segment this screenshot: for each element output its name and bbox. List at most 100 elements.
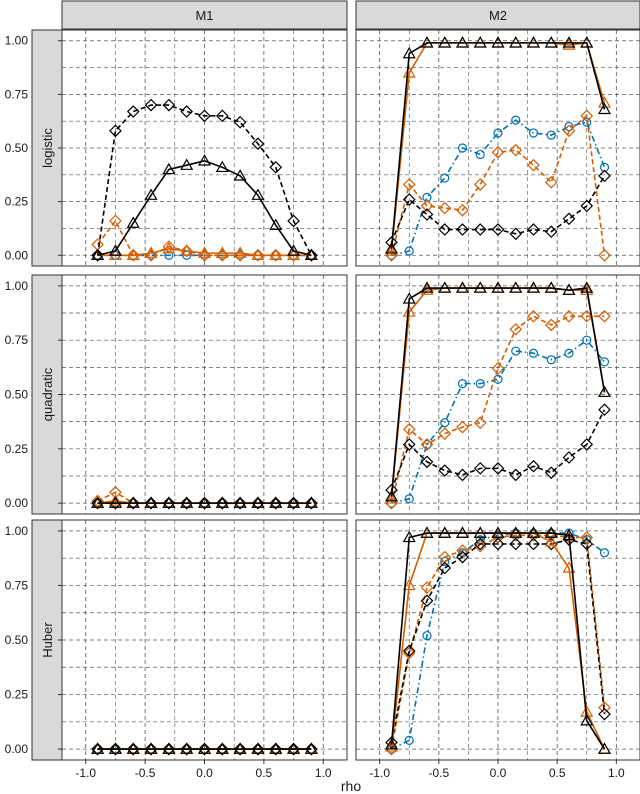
y-tick-label: 0.75 [5, 578, 29, 592]
data-point-circle [475, 149, 485, 160]
x-tick-label: 0.0 [490, 766, 507, 780]
data-point-triangle [597, 742, 612, 754]
data-point-circle [511, 346, 521, 356]
data-point-triangle [597, 385, 612, 398]
data-point-triangle [544, 281, 558, 293]
data-point-diamond [580, 199, 594, 213]
data-point-diamond [438, 201, 452, 215]
data-point-triangle [91, 496, 105, 508]
data-point-diamond [544, 466, 558, 480]
x-axis-title: rho [341, 778, 361, 794]
data-point-diamond [198, 742, 211, 756]
x-tick-label: 0.0 [196, 766, 213, 780]
data-point-diamond [109, 124, 122, 138]
data-point-diamond [473, 178, 487, 191]
x-tick-label: -0.5 [135, 766, 156, 780]
data-point-triangle [162, 496, 176, 508]
data-point-diamond [527, 459, 540, 473]
data-point-diamond [491, 145, 505, 159]
data-point-circle [422, 192, 432, 202]
data-point-triangle [384, 489, 399, 502]
series-line-black-triangle [390, 532, 606, 750]
data-point-diamond [527, 309, 540, 323]
data-point-diamond [509, 322, 523, 336]
data-point-diamond [456, 203, 469, 217]
data-point-diamond [215, 742, 229, 756]
data-point-triangle [438, 526, 452, 538]
data-point-circle [422, 631, 432, 641]
data-point-diamond [598, 309, 611, 323]
data-point-diamond [180, 244, 194, 258]
panel-border [355, 29, 640, 267]
data-point-triangle [180, 244, 194, 256]
data-point-triangle [144, 496, 158, 508]
data-point-triangle [384, 738, 399, 750]
data-point-diamond [144, 98, 158, 112]
data-point-triangle [455, 36, 470, 48]
data-point-diamond [491, 362, 505, 375]
data-point-diamond [144, 742, 158, 756]
y-tick-label: 0.25 [5, 442, 29, 456]
data-point-diamond [509, 537, 523, 551]
data-point-circle [599, 357, 610, 367]
data-point-circle [440, 173, 450, 183]
data-point-diamond [456, 420, 469, 434]
data-point-triangle [251, 188, 265, 200]
column-strip-label: M1 [195, 8, 213, 23]
y-tick-label: 0.50 [5, 633, 29, 647]
data-point-triangle [269, 496, 283, 508]
data-point-diamond [473, 462, 487, 475]
data-point-diamond [126, 496, 140, 510]
data-point-triangle [473, 526, 487, 538]
data-point-diamond [215, 496, 229, 510]
data-point-diamond [438, 561, 452, 575]
panel-backgrounds [62, 30, 640, 760]
data-point-diamond [438, 223, 452, 236]
data-point-diamond [544, 175, 558, 189]
data-point-diamond [473, 537, 487, 551]
data-point-triangle [180, 158, 194, 170]
series-line-orange-diamond [390, 114, 606, 256]
y-tick-label: 0.00 [5, 742, 29, 756]
data-point-triangle [580, 36, 594, 48]
data-point-diamond [438, 464, 452, 477]
data-point-triangle [162, 242, 176, 254]
data-point-triangle [402, 578, 416, 591]
data-point-circle [164, 250, 174, 260]
data-point-diamond [420, 581, 434, 594]
row-strip-logistic [31, 29, 63, 267]
data-point-diamond [527, 158, 540, 172]
data-point-diamond [251, 248, 265, 262]
data-point-diamond [438, 427, 452, 440]
data-point-triangle [233, 742, 247, 754]
data-point-triangle [402, 66, 416, 78]
data-point-triangle [304, 742, 318, 754]
data-point-triangle [384, 492, 399, 504]
data-point-triangle [562, 38, 576, 50]
data-point-diamond [544, 225, 558, 239]
data-point-triangle [126, 742, 140, 754]
series-line-orange-triangle [97, 248, 312, 257]
data-point-diamond [473, 223, 487, 236]
data-point-triangle [526, 281, 541, 293]
x-tick-label: 1.0 [315, 766, 332, 780]
data-point-circle [599, 548, 610, 558]
data-point-diamond [233, 115, 247, 129]
data-point-diamond [473, 416, 487, 430]
data-point-diamond [287, 248, 300, 262]
data-point-diamond [162, 240, 176, 254]
data-point-diamond [305, 496, 318, 510]
column-strip-m1 [61, 0, 348, 30]
data-point-diamond [562, 533, 576, 546]
row-strip-label: logistic [40, 128, 55, 168]
data-point-diamond [287, 496, 300, 510]
row-strip-quadratic [31, 274, 63, 515]
panel-quadratic-m1 [91, 485, 318, 510]
data-point-triangle [269, 218, 283, 230]
data-point-diamond [420, 455, 434, 469]
data-point-triangle [233, 496, 247, 508]
panel-huber-m1 [91, 742, 318, 756]
data-point-triangle [491, 281, 505, 293]
data-point-diamond [287, 214, 300, 228]
